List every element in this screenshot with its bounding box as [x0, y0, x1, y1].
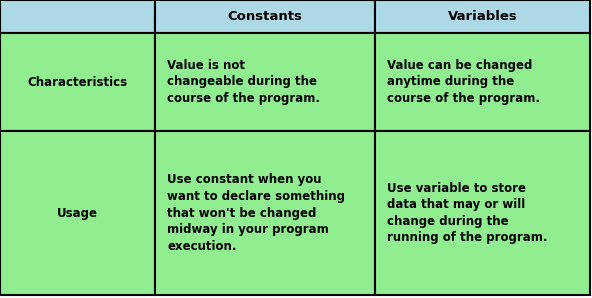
Text: Variables: Variables: [448, 10, 517, 23]
Text: Usage: Usage: [57, 207, 98, 220]
Bar: [375, 33, 590, 131]
Text: Constants: Constants: [227, 10, 303, 23]
Bar: [155, 131, 375, 295]
Bar: [375, 0, 590, 33]
Text: Use constant when you
want to declare something
that won't be changed
midway in : Use constant when you want to declare so…: [167, 173, 345, 252]
Bar: [0, 131, 155, 295]
Text: Use variable to store
data that may or will
change during the
running of the pro: Use variable to store data that may or w…: [387, 182, 548, 244]
Bar: [155, 0, 375, 33]
Text: Characteristics: Characteristics: [27, 75, 127, 89]
Bar: [375, 131, 590, 295]
Bar: [155, 33, 375, 131]
Bar: [0, 0, 155, 33]
Text: Value can be changed
anytime during the
course of the program.: Value can be changed anytime during the …: [387, 59, 540, 105]
Text: Value is not
changeable during the
course of the program.: Value is not changeable during the cours…: [167, 59, 320, 105]
Bar: [0, 33, 155, 131]
